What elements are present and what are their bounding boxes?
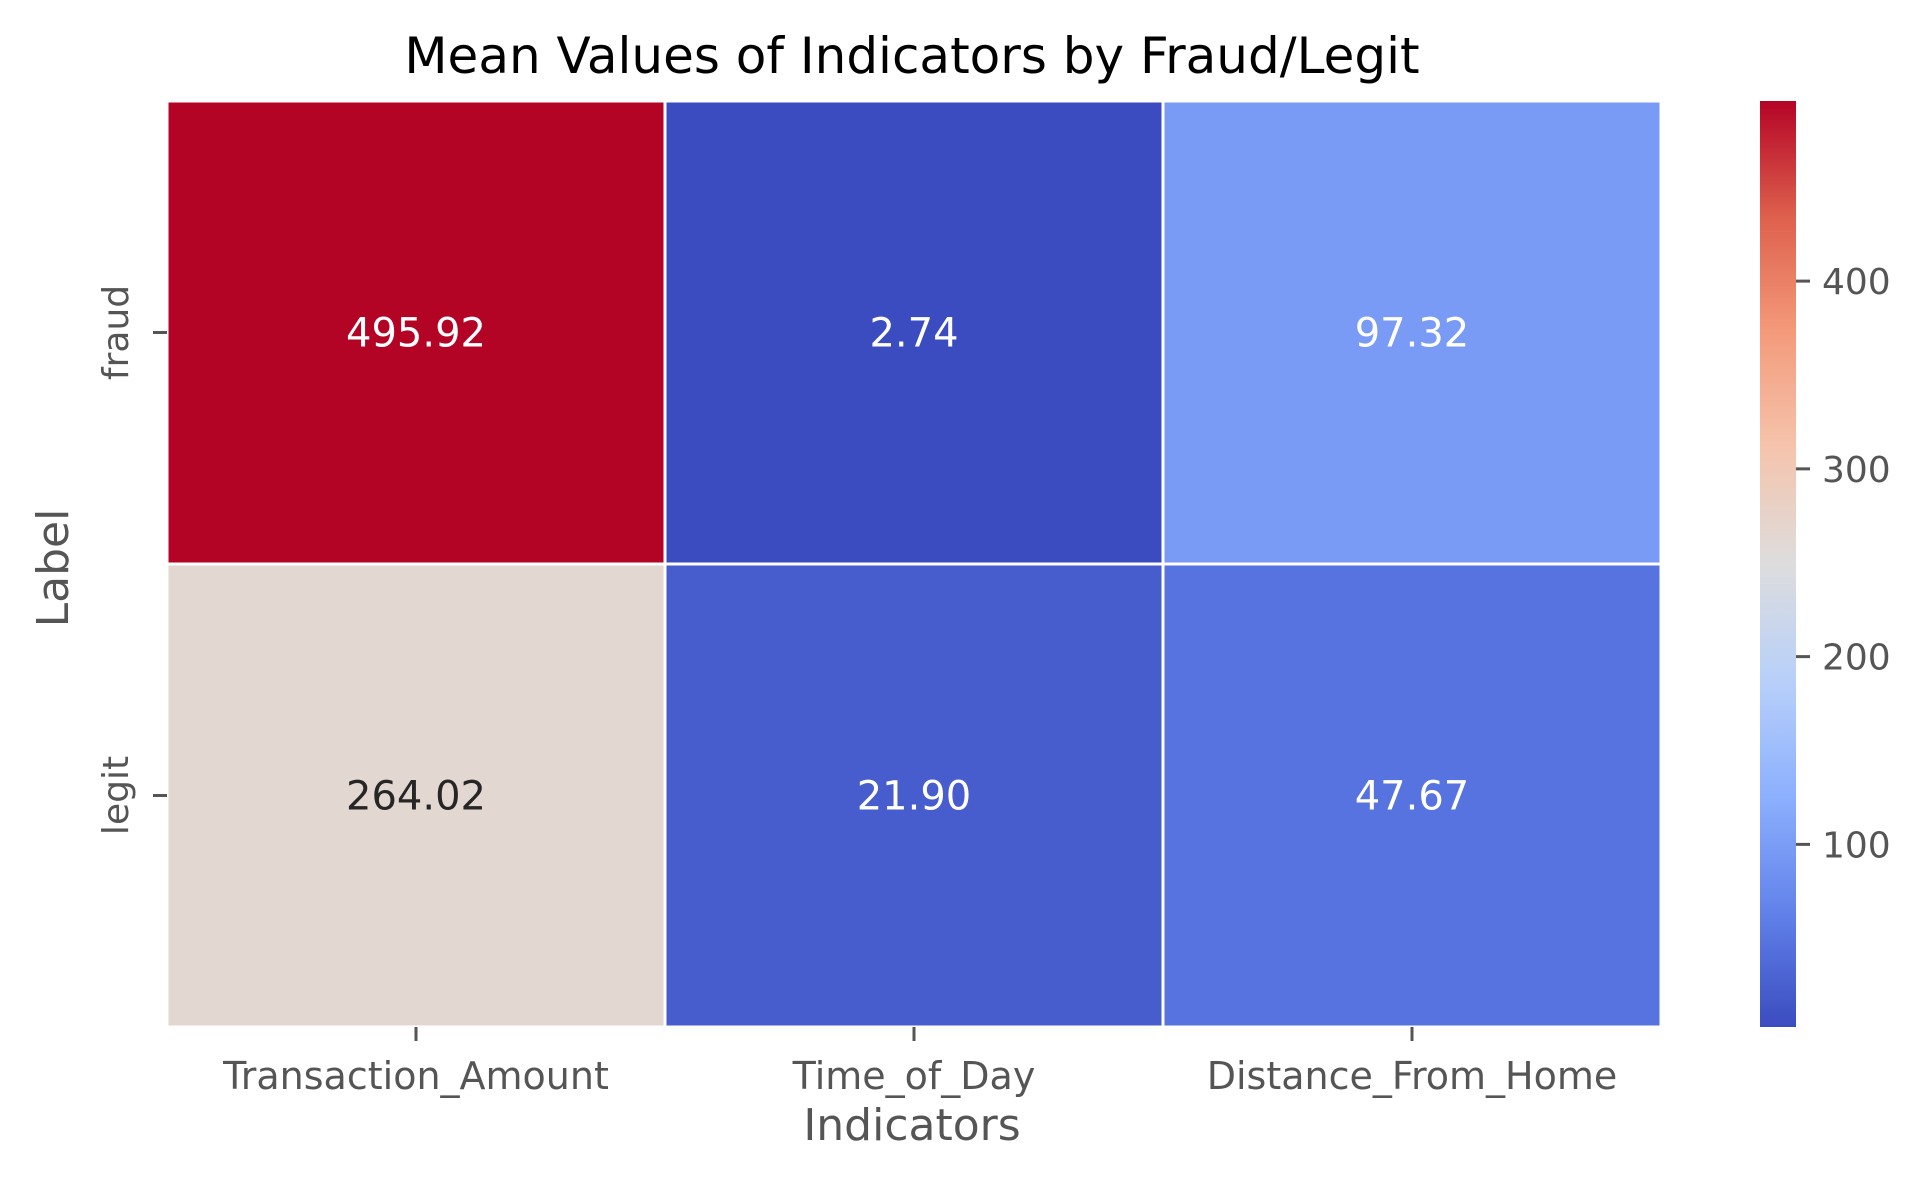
y-tick-label-fraud: fraud bbox=[96, 285, 137, 380]
colorbar-tick-label: 200 bbox=[1822, 638, 1891, 679]
y-axis: fraud legit bbox=[96, 285, 167, 835]
cell-value-label: 264.02 bbox=[346, 774, 486, 820]
heatmap-cell-labels: 495.92 2.74 97.32 264.02 21.90 47.67 bbox=[346, 311, 1469, 820]
colorbar-tick-label: 100 bbox=[1822, 825, 1891, 866]
y-axis-label: Label bbox=[28, 509, 79, 628]
cell-value-label: 21.90 bbox=[857, 774, 972, 820]
colorbar: 100 200 300 400 bbox=[1760, 101, 1891, 1027]
colorbar-ticks: 100 200 300 400 bbox=[1796, 262, 1891, 866]
heatmap-cell-legit-transaction-amount bbox=[165, 562, 667, 1029]
colorbar-tick-label: 400 bbox=[1822, 262, 1891, 303]
x-tick-label-distance-from-home: Distance_From_Home bbox=[1207, 1054, 1618, 1098]
cell-value-label: 2.74 bbox=[869, 311, 958, 357]
x-tick-label-time-of-day: Time_of_Day bbox=[792, 1054, 1036, 1098]
x-axis: Transaction_Amount Time_of_Day Distance_Fr… bbox=[222, 1027, 1617, 1098]
colorbar-gradient bbox=[1760, 101, 1796, 1027]
x-axis-label: Indicators bbox=[803, 1100, 1020, 1151]
heatmap-cell-fraud-distance-from-home bbox=[1161, 99, 1663, 566]
heatmap-cell-fraud-time-of-day bbox=[663, 99, 1165, 566]
heatmap-cell-legit-time-of-day bbox=[663, 562, 1165, 1029]
heatmap-cell-legit-distance-from-home bbox=[1161, 562, 1663, 1029]
colorbar-tick-label: 300 bbox=[1822, 450, 1891, 491]
chart-title: Mean Values of Indicators by Fraud/Legit bbox=[404, 27, 1419, 85]
y-tick-label-legit: legit bbox=[96, 756, 137, 835]
cell-value-label: 47.67 bbox=[1355, 774, 1470, 820]
cell-value-label: 495.92 bbox=[346, 311, 486, 357]
cell-value-label: 97.32 bbox=[1355, 311, 1470, 357]
x-tick-label-transaction-amount: Transaction_Amount bbox=[222, 1054, 609, 1098]
heatmap-cells bbox=[165, 99, 1663, 1029]
heatmap-cell-fraud-transaction-amount bbox=[165, 99, 667, 566]
